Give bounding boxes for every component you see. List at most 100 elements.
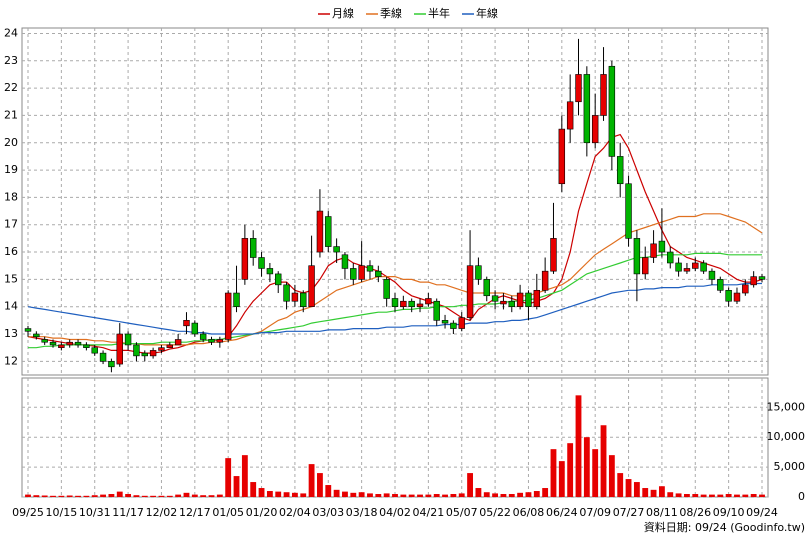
volume-bar <box>266 491 273 497</box>
candle-body <box>375 270 382 277</box>
candle-body <box>99 352 107 362</box>
volume-bar <box>100 494 106 497</box>
candle-body <box>108 361 115 368</box>
volume-bar <box>542 488 549 497</box>
candle-body <box>316 210 324 253</box>
candle-body <box>33 333 40 338</box>
volume-bar <box>684 494 690 497</box>
volume-bar <box>150 495 157 497</box>
volume-bar <box>50 495 56 497</box>
volume-bar <box>333 489 340 497</box>
volume-bar <box>417 494 423 497</box>
x-tick-label: 08/26 <box>679 506 711 519</box>
volume-bar <box>216 494 223 497</box>
candle-body <box>366 265 374 272</box>
volume-bar <box>650 489 657 497</box>
volume-bar <box>317 473 323 497</box>
volume-bar <box>283 492 290 497</box>
y-tick-label: 22 <box>4 81 18 94</box>
volume-bar <box>358 492 365 497</box>
candle-body <box>616 156 624 185</box>
volume-bar <box>241 455 248 497</box>
volume-bar <box>25 494 31 497</box>
volume-bar <box>350 492 357 497</box>
candle-body <box>558 128 566 185</box>
candle-body <box>166 344 174 348</box>
volume-bar <box>608 455 615 497</box>
candle-body <box>750 276 757 286</box>
volume-bar <box>617 473 624 497</box>
volume-bar <box>116 491 123 497</box>
volume-bar <box>667 492 674 497</box>
volume-bar <box>233 476 240 497</box>
x-tick-label: 09/10 <box>713 506 745 519</box>
candle-body <box>91 347 98 354</box>
y-tick-label: 18 <box>4 190 18 203</box>
volume-bar <box>91 495 98 497</box>
legend-label: 月線 <box>332 6 354 20</box>
y-tick-label: 16 <box>4 245 18 258</box>
footer: 資料日期: 09/24 (Goodinfo.tw) <box>644 520 805 534</box>
x-tick-label: 07/27 <box>613 506 645 519</box>
x-tick-label: 01/05 <box>212 506 244 519</box>
volume-bar <box>709 494 715 497</box>
x-tick-label: 04/02 <box>379 506 411 519</box>
volume-bar <box>308 464 315 497</box>
candle-body <box>550 238 557 272</box>
volume-bar <box>250 482 257 497</box>
volume-bar <box>75 495 81 497</box>
volume-bar <box>600 425 607 497</box>
volume-tick-label: 0 <box>798 490 805 503</box>
candle-body <box>633 238 641 275</box>
candle-body <box>66 341 73 346</box>
candle-body <box>58 344 65 348</box>
volume-bar <box>425 494 432 497</box>
candle-body <box>500 300 507 305</box>
y-tick-label: 23 <box>4 54 18 67</box>
candle-body <box>124 333 132 346</box>
x-tick-label: 08/11 <box>646 506 678 519</box>
candle-body <box>350 268 357 280</box>
volume-bar <box>500 494 507 497</box>
volume-bar <box>633 482 640 497</box>
candle-body <box>116 333 123 365</box>
volume-bar <box>125 494 132 497</box>
volume-bar <box>175 494 182 497</box>
moving-average-line <box>28 213 763 346</box>
volume-bar <box>200 495 207 497</box>
candle-body <box>416 303 424 307</box>
candle-body <box>199 333 207 340</box>
x-tick-label: 01/20 <box>246 506 278 519</box>
candle-body <box>533 289 541 307</box>
candle-body <box>608 65 616 157</box>
candle-body <box>625 183 632 239</box>
volume-bar <box>442 494 448 497</box>
volume-bar <box>66 495 73 497</box>
x-tick-label: 12/02 <box>146 506 178 519</box>
candle-body <box>275 273 282 286</box>
candle-body <box>642 257 649 275</box>
y-tick-label: 24 <box>4 26 18 39</box>
volume-bar <box>158 495 165 497</box>
volume-bar <box>258 488 265 497</box>
candle-body <box>466 265 474 318</box>
volume-bar <box>533 491 540 497</box>
candle-body <box>391 298 399 307</box>
candle-body <box>283 284 290 302</box>
candle-body <box>650 243 657 258</box>
candle-body <box>133 344 140 357</box>
volume-bar <box>508 494 515 497</box>
candle-body <box>600 74 607 116</box>
candle-body <box>516 292 524 307</box>
candle-body <box>525 292 532 307</box>
volume-bar <box>467 473 473 497</box>
candle-body <box>208 339 215 343</box>
legend-label: 年線 <box>476 6 498 20</box>
candle-body <box>441 320 449 324</box>
x-tick-label: 04/21 <box>413 506 445 519</box>
candle-body <box>541 270 549 291</box>
volume-bar <box>225 458 232 497</box>
volume-bar <box>625 479 632 497</box>
